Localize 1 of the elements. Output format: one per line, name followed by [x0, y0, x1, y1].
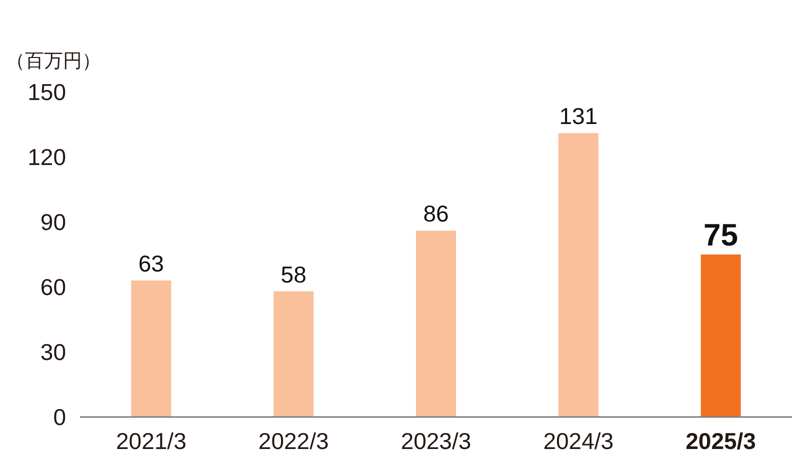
ylabel: （百万円）: [6, 51, 101, 72]
